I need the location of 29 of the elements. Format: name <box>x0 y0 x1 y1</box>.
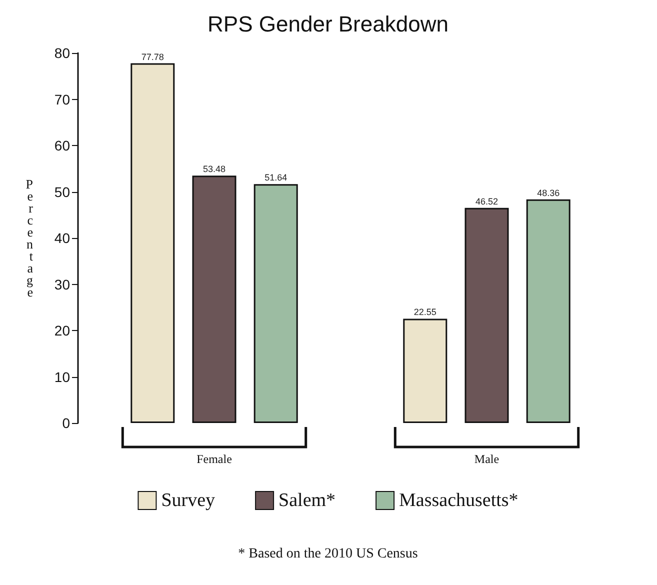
legend-label: Survey <box>161 490 216 511</box>
y-tick-label: 40 <box>54 230 70 246</box>
legend-label: Salem* <box>278 490 336 511</box>
data-label: 53.48 <box>202 164 226 174</box>
legend-label: Massachusetts* <box>399 490 518 511</box>
text: Percentage <box>26 176 33 300</box>
data-label: 77.78 <box>141 52 164 62</box>
y-tick-label: 60 <box>54 138 70 154</box>
bar <box>403 318 448 423</box>
y-tick-label: 20 <box>54 322 70 338</box>
data-label: 46.52 <box>475 196 498 206</box>
data-label: 22.55 <box>414 307 436 318</box>
x-tick-label: Male <box>474 452 500 466</box>
bar <box>464 208 509 423</box>
chart-title: RPS Gender Breakdown <box>208 12 448 36</box>
x-tick-label: Female <box>196 452 232 466</box>
bar <box>526 199 570 423</box>
bar <box>130 63 175 423</box>
bar <box>192 176 236 423</box>
y-tick-label: 10 <box>54 368 70 385</box>
y-tick-label: 50 <box>54 184 70 200</box>
y-tick-label: 70 <box>54 91 70 108</box>
y-tick-label: 80 <box>54 45 70 61</box>
data-label: 51.64 <box>264 172 288 183</box>
text: * Based on the 2010 US Census <box>238 546 418 562</box>
y-tick-label: 0 <box>62 415 70 431</box>
data-label: 48.36 <box>537 188 560 198</box>
bar <box>254 184 298 423</box>
y-tick-label: 30 <box>54 276 70 292</box>
